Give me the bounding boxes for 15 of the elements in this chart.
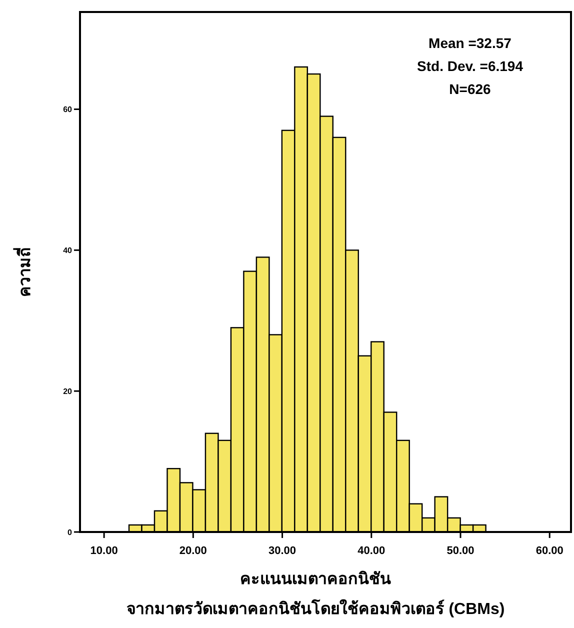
annotation: Mean =32.57 xyxy=(428,35,512,51)
annotation: N=626 xyxy=(449,81,492,97)
annotation: Std. Dev. =6.194 xyxy=(417,58,524,74)
y-tick-label: 40 xyxy=(63,246,73,256)
x-tick-label: 40.00 xyxy=(358,545,386,557)
x-tick-label: 30.00 xyxy=(268,545,296,557)
y-tick-label: 0 xyxy=(68,528,73,537)
y-tick-label: 60 xyxy=(63,105,73,114)
y-tick-label: 20 xyxy=(63,387,73,396)
x-tick-label: 20.00 xyxy=(179,545,207,557)
x-tick-label: 60.00 xyxy=(536,545,564,557)
y-axis-title: ความถี่ xyxy=(13,247,34,297)
x-axis-title: คะแนนเมตาคอกนิชัน จากมาตรวัดเมตาคอกนิชันโดยใช้คอมพิวเตอร์ (CBMs) xyxy=(126,570,505,618)
x-tick-label: 50.00 xyxy=(446,545,474,557)
x-tick-label: 10.00 xyxy=(90,545,118,557)
